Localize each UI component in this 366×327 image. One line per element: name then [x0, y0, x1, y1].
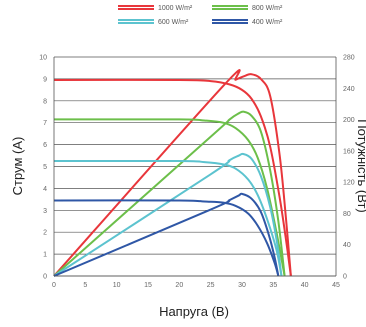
power-curve-line — [53, 152, 283, 277]
x-tick-label: 15 — [144, 282, 152, 289]
series-group — [53, 69, 292, 277]
x-tick-label: 35 — [269, 282, 277, 289]
tick-labels: 0 5 10 15 20 25 30 35 40 450123456789100408012016… — [39, 55, 355, 290]
legend-label: 800 W/m² — [252, 5, 283, 12]
x-tick-label: 45 — [332, 282, 340, 289]
y-tick-label-left: 7 — [43, 120, 47, 127]
power-curve-line — [53, 192, 280, 277]
iv-curve-line — [53, 199, 280, 277]
y-tick-label-right: 120 — [343, 180, 355, 187]
y-tick-label-right: 240 — [343, 86, 355, 93]
y-tick-label-left: 3 — [43, 208, 47, 215]
y-tick-label-left: 9 — [43, 76, 47, 83]
iv-curve-line — [53, 159, 283, 277]
x-tick-label: 10 — [113, 282, 121, 289]
y-tick-label-left: 10 — [39, 55, 47, 62]
y-tick-label-right: 280 — [343, 55, 355, 62]
x-tick-label: 0 — [52, 282, 56, 289]
y-tick-label-left: 6 — [43, 142, 47, 149]
x-tick-label: 40 — [301, 282, 309, 289]
y-axis-label-left: Струм (А) — [10, 137, 25, 196]
x-tick-label: 25 — [207, 282, 215, 289]
y-tick-label-left: 5 — [43, 164, 47, 171]
iv-curve-line — [53, 78, 292, 277]
power-curve-line — [53, 110, 286, 277]
y-tick-label-right: 200 — [343, 117, 355, 124]
grid-lines — [54, 56, 336, 277]
legend: 1000 W/m² 800 W/m² 600 W/m² 400 W/m² — [118, 5, 283, 26]
legend-label: 400 W/m² — [252, 19, 283, 26]
power-curve-line — [53, 69, 292, 277]
y-tick-label-left: 0 — [43, 274, 47, 281]
plot-frame — [53, 57, 337, 277]
x-tick-label: 30 — [238, 282, 246, 289]
y-tick-label-right: 160 — [343, 148, 355, 155]
x-tick-label: 5 — [83, 282, 87, 289]
y-tick-label-right: 40 — [343, 242, 351, 249]
y-tick-label-left: 8 — [43, 98, 47, 105]
iv-curve-line — [53, 118, 286, 277]
legend-label: 1000 W/m² — [158, 5, 193, 12]
y-tick-label-left: 2 — [43, 230, 47, 237]
y-tick-label-right: 0 — [343, 274, 347, 281]
y-tick-label-left: 1 — [43, 252, 47, 259]
y-axis-label-right: Потужність (Вт) — [355, 119, 366, 213]
y-tick-label-left: 4 — [43, 186, 47, 193]
y-tick-label-right: 80 — [343, 211, 351, 218]
x-tick-label: 20 — [175, 282, 183, 289]
legend-label: 600 W/m² — [158, 19, 189, 26]
x-axis-label: Напруга (В) — [159, 304, 229, 319]
